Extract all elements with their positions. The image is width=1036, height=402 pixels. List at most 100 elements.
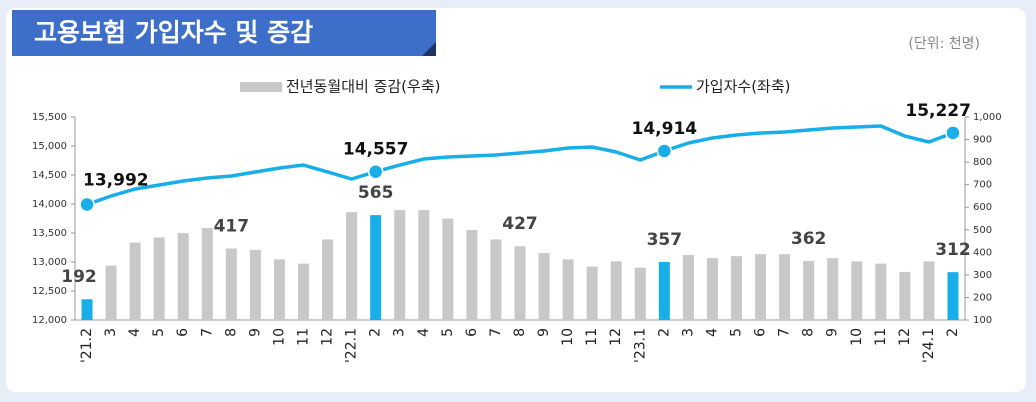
bar xyxy=(610,261,622,320)
line-marker xyxy=(367,163,384,180)
line-value-label: 15,227 xyxy=(905,101,971,121)
line xyxy=(86,124,954,207)
bar-value-label: 192 xyxy=(61,267,97,287)
x-tick-label: 4 xyxy=(127,328,143,337)
bar xyxy=(153,237,165,320)
y-tick-label: 13,000 xyxy=(32,257,67,268)
banner-fold xyxy=(422,42,436,56)
x-tick-label: 9 xyxy=(536,328,552,337)
y2-tick-label: 1,000 xyxy=(973,112,1002,123)
line-marker xyxy=(79,196,95,213)
legend-label: 가입자수(좌축) xyxy=(696,78,791,96)
bar xyxy=(322,239,334,320)
y-tick-label: 14,000 xyxy=(32,199,67,210)
x-tick-label: '21.2 xyxy=(79,328,95,363)
card xyxy=(6,8,1026,392)
x-tick-label: 8 xyxy=(512,328,528,337)
bar-value-label: 357 xyxy=(647,230,683,250)
y2-tick-label: 100 xyxy=(973,315,992,326)
bar xyxy=(538,253,550,320)
bar xyxy=(923,261,935,320)
bar xyxy=(730,256,742,320)
y-tick-label: 15,000 xyxy=(32,141,67,152)
legend-label: 전년동월대비 증감(우축) xyxy=(286,78,440,96)
y2-tick-label: 200 xyxy=(973,292,992,303)
x-tick-label: 9 xyxy=(247,328,263,337)
bar xyxy=(370,215,382,320)
bar xyxy=(177,233,189,320)
y2-tick-label: 700 xyxy=(973,180,992,191)
x-tick-label: 5 xyxy=(728,328,744,337)
bar xyxy=(466,230,478,320)
x-tick-label: 4 xyxy=(704,328,720,337)
bar xyxy=(201,227,213,320)
title-banner xyxy=(12,10,436,56)
bar-value-label: 565 xyxy=(358,183,394,203)
bar xyxy=(418,210,430,320)
bar-value-label: 427 xyxy=(502,214,538,234)
bar xyxy=(273,259,285,320)
y2-tick-label: 800 xyxy=(973,157,992,168)
bar xyxy=(851,261,863,320)
bar xyxy=(682,255,694,320)
x-tick-label: 7 xyxy=(199,328,215,337)
x-tick-label: 7 xyxy=(488,328,504,337)
y-tick-label: 12,500 xyxy=(32,286,67,297)
bar xyxy=(779,254,791,320)
bar xyxy=(706,258,718,320)
x-tick-label: 6 xyxy=(464,328,480,337)
x-tick-label: 3 xyxy=(103,328,119,337)
x-tick-label: 8 xyxy=(223,328,239,337)
bar xyxy=(129,242,141,320)
bar xyxy=(514,246,526,320)
x-tick-label: 10 xyxy=(271,328,287,346)
x-tick-label: 10 xyxy=(560,328,576,346)
bar xyxy=(490,239,502,320)
x-tick-label: '22.1 xyxy=(344,328,360,363)
x-tick-label: 4 xyxy=(416,328,432,337)
bar xyxy=(442,218,454,320)
y2-tick-label: 400 xyxy=(973,247,992,258)
x-tick-label: 6 xyxy=(753,328,769,337)
y2-tick-label: 900 xyxy=(973,135,992,146)
bar xyxy=(225,248,237,320)
bar xyxy=(394,210,406,320)
line-marker xyxy=(945,125,961,141)
x-tick-label: 5 xyxy=(151,328,167,337)
x-tick-label: 3 xyxy=(392,328,408,337)
x-tick-label: 11 xyxy=(296,328,312,346)
y2-tick-label: 600 xyxy=(973,202,992,213)
x-tick-label: 11 xyxy=(584,328,600,346)
x-tick-label: 11 xyxy=(873,328,889,346)
bar-value-label: 312 xyxy=(935,240,971,260)
bar xyxy=(947,272,959,320)
x-tick-label: 8 xyxy=(801,328,817,337)
bar xyxy=(827,258,839,320)
line-value-label: 14,557 xyxy=(343,140,409,160)
bar xyxy=(249,249,261,320)
bar xyxy=(658,262,670,320)
x-tick-label: 3 xyxy=(680,328,696,337)
x-tick-label: 7 xyxy=(777,328,793,337)
line-value-label: 14,914 xyxy=(632,119,698,139)
bar xyxy=(586,266,598,320)
bar xyxy=(298,263,310,320)
line-marker xyxy=(656,143,673,159)
x-tick-label: '24.1 xyxy=(921,328,937,363)
legend-swatch xyxy=(240,82,282,92)
bar xyxy=(105,265,117,320)
y2-tick-label: 300 xyxy=(973,270,992,281)
x-tick-label: 12 xyxy=(897,328,913,346)
x-tick-label: 2 xyxy=(656,328,672,337)
bar xyxy=(875,263,887,320)
y-tick-label: 12,000 xyxy=(32,315,67,326)
bar xyxy=(803,260,815,320)
chart-title: 고용보험 가입자수 및 증감 xyxy=(34,18,313,47)
bar-value-label: 362 xyxy=(791,229,827,249)
y-tick-label: 15,500 xyxy=(32,112,67,123)
bar xyxy=(346,212,358,320)
y2-tick-label: 500 xyxy=(973,225,992,236)
x-tick-label: 2 xyxy=(945,328,961,337)
